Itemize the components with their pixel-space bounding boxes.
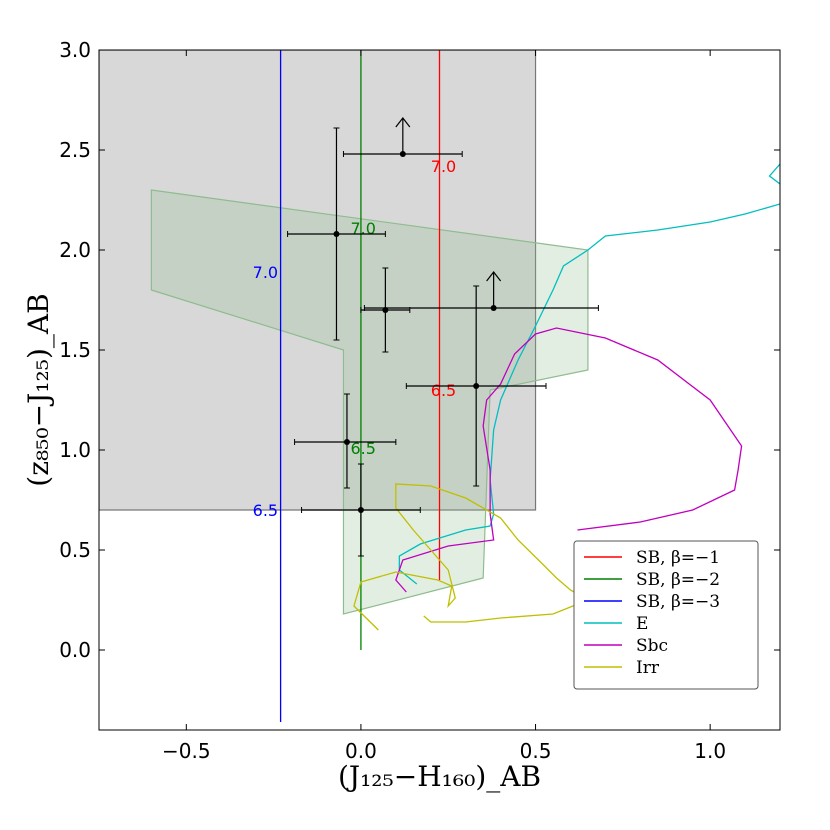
- y-tick-label: 0.5: [59, 538, 91, 562]
- y-tick-label: 2.5: [59, 138, 91, 162]
- redshift-label: 7.0: [253, 263, 278, 282]
- redshift-label: 6.5: [253, 501, 278, 520]
- data-point-1: [342, 117, 463, 157]
- legend-entry-label: SB, β=−2: [636, 570, 720, 590]
- plot-frame: [98, 49, 781, 731]
- redshift-label: 6.5: [350, 439, 375, 458]
- data-point-marker: [473, 383, 480, 389]
- series-line-7: [353, 483, 590, 631]
- redshift-label: 6.5: [431, 381, 456, 400]
- legend-entry-label: Irr: [636, 658, 660, 678]
- series-line-5: [768, 163, 780, 185]
- redshift-label: 7.0: [431, 157, 456, 176]
- data-point-marker: [343, 439, 350, 445]
- y-tick-label: 0.0: [59, 638, 91, 662]
- data-point-5: [405, 285, 547, 487]
- data-point-marker: [333, 231, 340, 237]
- data-point-6: [294, 393, 397, 489]
- data-point-marker: [357, 507, 364, 513]
- redshift-label: 7.0: [350, 219, 375, 238]
- data-point-2: [287, 127, 386, 341]
- x-axis-label: (J₁₂₅−H₁₆₀)_AB: [338, 760, 541, 793]
- legend-entry-label: Sbc: [636, 636, 668, 656]
- x-tick-label: 0.0: [345, 739, 377, 763]
- legend-box: [573, 540, 759, 690]
- series-line-4: [398, 203, 780, 585]
- y-tick-label: 2.0: [59, 238, 91, 262]
- legend-entry-label: E: [636, 614, 648, 634]
- data-point-7: [301, 463, 421, 557]
- legend-entry-label: SB, β=−1: [636, 548, 720, 568]
- lower-limit-arrowhead: [395, 117, 411, 128]
- data-points: [287, 117, 599, 557]
- data-point-4: [363, 271, 599, 311]
- y-tick-label: 1.0: [59, 438, 91, 462]
- axis-ticks: −0.5 0.0 0.5 1.0 0.0 0.5 1.0 1.5 2.0 2.5 3.0: [59, 38, 780, 763]
- data-point-marker: [399, 151, 406, 157]
- selection-region-2: [150, 189, 589, 615]
- x-tick-label: 0.5: [520, 739, 552, 763]
- y-tick-label: 3.0: [59, 38, 91, 62]
- data-point-marker: [490, 305, 497, 311]
- selection-regions: [99, 50, 589, 615]
- x-tick-label: 1.0: [694, 739, 726, 763]
- series-line-6: [395, 327, 743, 593]
- y-axis-label: (z₈₅₀−J₁₂₅)_AB: [22, 293, 55, 486]
- x-tick-label: −0.5: [162, 739, 211, 763]
- lower-limit-arrowhead: [486, 271, 502, 282]
- legend-entry-label: SB, β=−3: [636, 592, 720, 612]
- y-tick-label: 1.5: [59, 338, 91, 362]
